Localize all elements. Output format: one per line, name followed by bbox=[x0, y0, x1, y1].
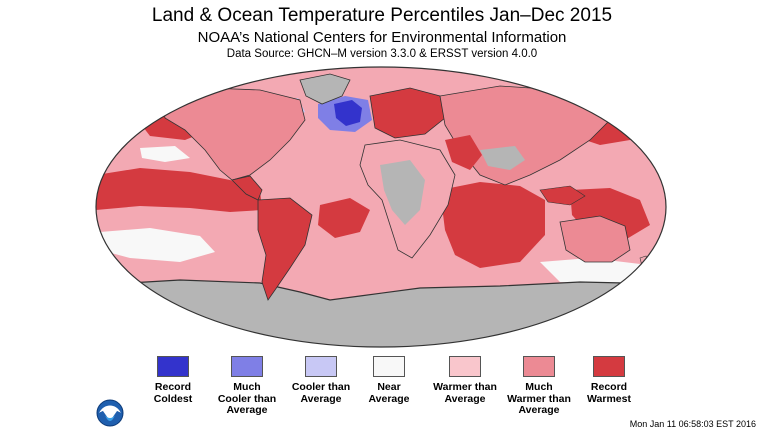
legend-much-warmer: Much Warmer than Average bbox=[494, 356, 584, 417]
record-warm-south-atlantic bbox=[318, 198, 370, 238]
near-average-north-pacific bbox=[140, 146, 190, 162]
maritime-southeast-asia bbox=[539, 185, 586, 206]
legend-label: Warmer than Average bbox=[433, 381, 497, 405]
antarctica-coastline bbox=[96, 279, 666, 301]
data-source: Data Source: GHCN–M version 3.3.0 & ERSS… bbox=[226, 48, 538, 60]
legend-swatch bbox=[231, 356, 263, 377]
middle-east-record-warm bbox=[445, 135, 482, 170]
record-coldest-north-atlantic bbox=[334, 100, 362, 126]
globe-outline bbox=[95, 66, 667, 348]
legend-label: Much Cooler than Average bbox=[217, 381, 277, 416]
legend-label: Record Coldest bbox=[153, 381, 193, 405]
north-america bbox=[159, 87, 306, 181]
new-zealand bbox=[639, 255, 651, 275]
legend-label: Cooler than Average bbox=[291, 381, 351, 405]
legend-swatch bbox=[373, 356, 405, 377]
page-title: Land & Ocean Temperature Percentiles Jan… bbox=[151, 5, 613, 26]
legend-swatch bbox=[157, 356, 189, 377]
africa-no-data-region bbox=[380, 160, 425, 225]
timestamp: Mon Jan 11 06:58:03 EST 2016 bbox=[629, 419, 756, 429]
legend-swatch bbox=[523, 356, 555, 377]
asia-no-data-region bbox=[480, 146, 525, 170]
legend-swatch bbox=[305, 356, 337, 377]
central-america bbox=[231, 175, 263, 201]
legend-near-average: Near Average bbox=[344, 356, 434, 405]
record-warm-pacific-band bbox=[96, 168, 262, 212]
greenland bbox=[299, 73, 351, 105]
page-subtitle: NOAA’s National Centers for Environmenta… bbox=[197, 29, 567, 46]
legend-swatch bbox=[449, 356, 481, 377]
europe bbox=[369, 87, 446, 139]
near-average-southern-ocean-west bbox=[100, 228, 215, 262]
legend-record-warmest: Record Warmest bbox=[564, 356, 654, 405]
noaa-logo bbox=[96, 399, 124, 427]
south-america bbox=[257, 197, 313, 301]
australia bbox=[559, 215, 631, 263]
legend-label: Near Average bbox=[368, 381, 410, 405]
legend-swatch bbox=[593, 356, 625, 377]
legend-label: Record Warmest bbox=[587, 381, 631, 405]
legend-record-coldest: Record Coldest bbox=[128, 356, 218, 405]
legend-much-cooler: Much Cooler than Average bbox=[202, 356, 292, 417]
record-warm-indian-ocean bbox=[440, 182, 545, 268]
legend-cooler: Cooler than Average bbox=[276, 356, 366, 405]
legend-label: Much Warmer than Average bbox=[507, 381, 571, 416]
legend-warmer: Warmer than Average bbox=[420, 356, 510, 405]
